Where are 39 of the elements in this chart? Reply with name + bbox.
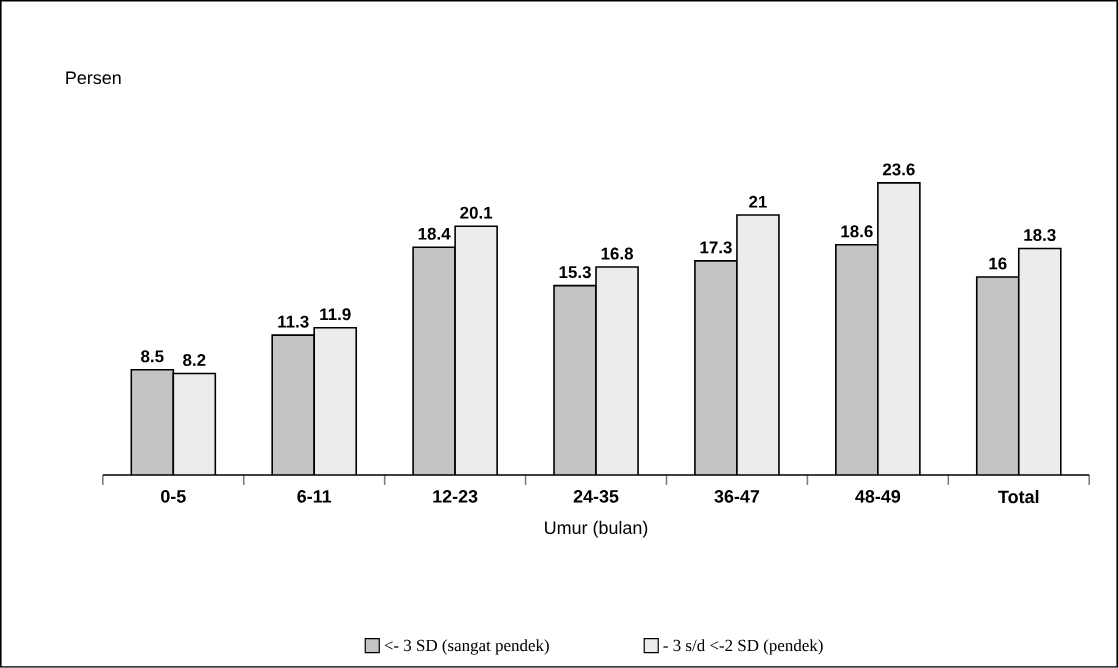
data-label: 11.3 (278, 315, 309, 328)
bar (314, 327, 357, 476)
x-tick-label: 24-35 (573, 490, 619, 503)
data-label: 23.6 (882, 163, 915, 176)
data-label: 21 (749, 195, 767, 208)
legend-label: - 3 s/d <-2 SD (pendek) (663, 639, 823, 655)
bar (835, 244, 878, 476)
x-tick-label: 36-47 (714, 490, 760, 503)
data-label: 8.5 (141, 350, 164, 363)
x-tick-label: 48-49 (855, 490, 901, 503)
data-label: 17.3 (700, 241, 732, 254)
data-label: 18.6 (841, 225, 873, 238)
x-tick-label: Total (998, 490, 1039, 504)
legend-label: <- 3 SD (sangat pendek) (384, 639, 549, 655)
x-tick-label: 6-11 (297, 490, 332, 503)
x-tick-label: 0-5 (161, 490, 186, 503)
data-label: 11.9 (320, 308, 351, 321)
bar (173, 373, 216, 476)
bar (554, 285, 597, 476)
bar (596, 267, 639, 476)
bar (272, 335, 315, 476)
bar (455, 226, 498, 476)
bar (694, 260, 737, 476)
data-label: 16 (989, 257, 1007, 270)
data-label: 8.2 (183, 354, 206, 367)
data-label: 16.8 (601, 247, 634, 260)
x-tick-label: 12-23 (433, 490, 478, 503)
bar (1017, 247, 1062, 476)
data-label: 18.4 (418, 227, 451, 240)
bar (131, 369, 174, 476)
bar (413, 247, 456, 476)
data-label: 15.3 (559, 266, 591, 279)
bar (975, 276, 1020, 476)
bar (736, 215, 779, 476)
bar (877, 182, 920, 476)
x-axis-title: Umur (bulan) (545, 520, 648, 538)
text: Persen (66, 71, 121, 85)
data-label: 20.1 (460, 206, 493, 219)
data-label: 18.3 (1024, 229, 1056, 242)
